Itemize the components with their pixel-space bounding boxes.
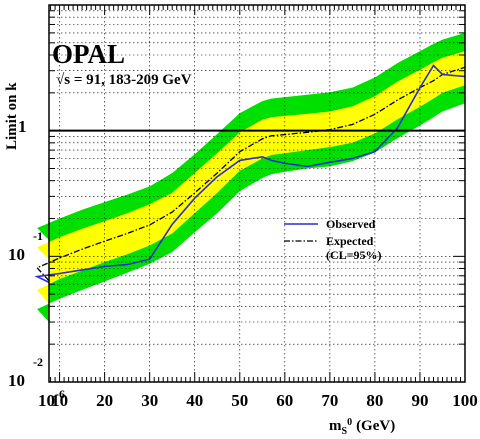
x-axis-title: mS0 (GeV) — [329, 417, 395, 437]
x-axis-subscript: S — [342, 426, 348, 437]
experiment-label: OPAL — [52, 39, 125, 69]
axes-box — [48, 4, 466, 383]
legend-observed-label: Observed — [326, 217, 376, 231]
x-tick-label: 10-6 — [38, 387, 65, 410]
legend-expected-label: Expected — [326, 234, 374, 248]
band-1sigma — [37, 51, 465, 304]
limit-curves — [34, 64, 466, 284]
uncertainty-bands — [37, 32, 465, 323]
observed-line — [34, 64, 466, 284]
x-tick-label: 20 — [96, 391, 113, 410]
x-axis-unit: (GeV) — [356, 418, 395, 434]
y-tick-label: 10-2 — [8, 355, 43, 390]
x-tick-label: 70 — [321, 391, 338, 410]
x-tick-label: 40 — [186, 391, 203, 410]
expected-line — [36, 66, 466, 282]
y-tick-label: 10-1 — [8, 229, 43, 264]
energy-label: √s = 91, 183-209 GeV — [56, 72, 192, 88]
x-tick-label: 90 — [412, 391, 429, 410]
x-tick-label: 100 — [452, 391, 478, 410]
y-axis-title: Limit on k — [4, 82, 20, 150]
x-tick-label: 80 — [366, 391, 383, 410]
tick-labels: 10-610 20 30 40 50 60 70 80 90 100 1 10-1 10-2 — [8, 117, 478, 410]
legend: Observed Expected (CL=95%) — [284, 217, 382, 262]
x-axis-superscript: 0 — [347, 417, 352, 428]
x-tick-label: 60 — [276, 391, 293, 410]
x-axis-symbol: m — [329, 418, 342, 434]
y-tick-label: 1 — [18, 117, 27, 136]
x-tick-label: 50 — [231, 391, 248, 410]
plot-frame — [48, 4, 466, 383]
x-tick-label: 30 — [141, 391, 158, 410]
x-tick-label: 10 — [51, 391, 68, 410]
legend-cl-label: (CL=95%) — [326, 248, 382, 262]
